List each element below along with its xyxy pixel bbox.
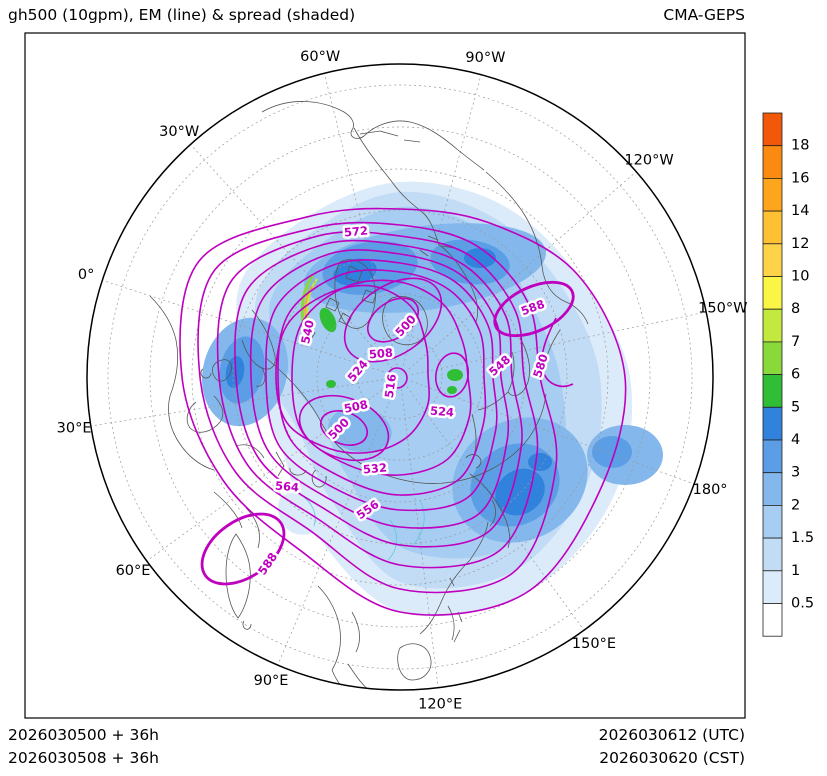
contour-label: 572 [343,223,368,239]
colorbar-tick: 18 [791,138,809,154]
model-name: CMA-GEPS [663,6,745,24]
meridian-label: 30°E [57,421,92,437]
meridian-label: 180° [693,482,728,498]
colorbar-tick: 0.5 [791,596,814,612]
valid-times: 2026030612 (UTC) 2026030620 (CST) [599,724,745,770]
contour-lines [179,207,627,616]
contour-label: 524 [429,403,454,419]
colorbar: 18 16 14 12 10 8 7 6 5 4 3 2 1.5 1 0.5 [762,112,814,637]
colorbar-tick: 10 [791,269,809,285]
meridian-label: 60°W [300,49,340,65]
init-time-cst: 2026030508 + 36h [8,749,160,767]
contour-label: 564 [274,478,299,494]
meridian-label: 150°W [698,300,747,316]
meridian-label: 150°E [572,636,616,652]
colorbar-tick: 12 [791,236,809,252]
contour-label: 508 [368,345,393,361]
colorbar-tick: 6 [791,367,800,383]
contour-label: 532 [362,460,387,476]
colorbar-tick: 8 [791,301,800,317]
valid-time-utc: 2026030612 (UTC) [598,726,745,744]
colorbar-tick: 1 [791,563,800,579]
colorbar-tick: 1.5 [791,530,814,546]
colorbar-tick: 3 [791,465,800,481]
meridian-label: 120°E [418,697,462,713]
spread-shading [202,181,663,617]
colorbar-tick: 16 [791,170,809,186]
valid-time-cst: 2026030620 (CST) [599,749,745,767]
meridian-label: 90°W [465,50,505,66]
colorbar-tick: 2 [791,497,800,513]
meridian-label: 120°W [624,153,673,169]
contour-label: 516 [382,373,399,399]
graticule [90,73,707,688]
chart-title: gh500 (10gpm), EM (line) & spread (shade… [8,6,356,24]
init-time-utc: 2026030500 + 36h [8,726,160,744]
colorbar-tick: 14 [791,203,809,219]
meridian-label: 60°E [116,563,151,579]
meridian-label: 30°W [159,124,199,140]
meridian-label: 0° [78,267,94,283]
meridian-label: 90°E [254,673,289,689]
colorbar-tick: 5 [791,399,800,415]
map-boundary [86,63,714,691]
colorbar-tick: 4 [791,432,800,448]
colorbar-tick: 7 [791,334,800,350]
init-times: 2026030500 + 36h 2026030508 + 36h [8,724,159,770]
meridian-labels: 60°W 90°W 120°W 150°W 180° 150°E 120°E 90°E 60°E… [57,49,748,713]
